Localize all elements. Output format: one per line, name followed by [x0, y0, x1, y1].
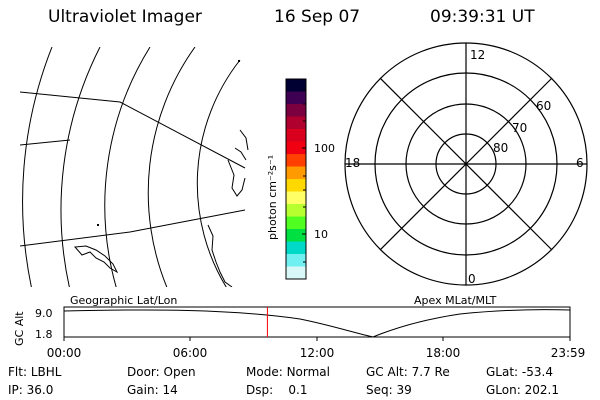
colorbar-cell: [286, 179, 306, 192]
colorbar-cell: [286, 79, 306, 92]
time-tick-0000: 00:00: [47, 346, 82, 360]
colorbar-cell: [286, 191, 306, 205]
status-glon: GLon: 202.1: [486, 383, 559, 397]
mlt-label-12: 12: [470, 48, 485, 62]
colorbar-cell: [286, 116, 306, 130]
mlt-label-18: 18: [345, 156, 360, 170]
lat-label-80: 80: [493, 141, 508, 155]
status-gc-alt: GC Alt: 7.7 Re: [366, 365, 450, 379]
colorbar-cell: [286, 254, 306, 267]
lat-label-60: 60: [536, 99, 551, 113]
colorbar-cell: [286, 204, 306, 217]
colorbar-cell: [286, 91, 306, 105]
colorbar-cell: [286, 154, 306, 167]
time-tick-1800: 18:00: [426, 346, 461, 360]
status-dsp: Dsp: 0.1: [246, 383, 308, 397]
status-ip: IP: 36.0: [8, 383, 54, 397]
colorbar-cell: [286, 266, 306, 280]
time-label: 09:39:31 UT: [430, 7, 535, 27]
time-tick-0600: 06:00: [173, 346, 208, 360]
altitude-curve: [63, 309, 571, 338]
colorbar-cell: [286, 141, 306, 155]
date-label: 16 Sep 07: [274, 7, 361, 27]
alt-ytick-low: 1.8: [35, 328, 53, 341]
colorbar-cell: [286, 129, 306, 142]
colorbar-cell: [286, 166, 306, 180]
status-gain: Gain: 14: [127, 383, 178, 397]
colorbar-cell: [286, 104, 306, 117]
colorbar-tick-10: 10: [314, 228, 328, 241]
alt-axis-title: GC Alt: [13, 311, 26, 346]
status-filter: Flt: LBHL: [8, 365, 62, 379]
mlt-label-6: 6: [576, 156, 584, 170]
time-tick-2359: 23:59: [551, 346, 586, 360]
colorbar-unit-label: photon cm⁻²s⁻¹: [266, 155, 279, 240]
colorbar-cell: [286, 216, 306, 230]
mlt-label-0: 0: [468, 272, 476, 286]
time-tick-1200: 12:00: [300, 346, 335, 360]
colorbar-cell: [286, 229, 306, 242]
colorbar-tick-100: 100: [314, 142, 335, 155]
instrument-title: Ultraviolet Imager: [48, 7, 202, 27]
alt-ytick-high: 9.0: [35, 307, 53, 320]
status-door: Door: Open: [127, 365, 196, 379]
colorbar-cell: [286, 241, 306, 255]
status-mode: Mode: Normal: [246, 365, 330, 379]
status-glat: GLat: -53.4: [486, 365, 553, 379]
status-seq: Seq: 39: [366, 383, 412, 397]
geographic-map-title: Geographic Lat/Lon: [70, 294, 178, 307]
lat-label-70: 70: [512, 121, 527, 135]
apex-map-title: Apex MLat/MLT: [414, 294, 497, 307]
